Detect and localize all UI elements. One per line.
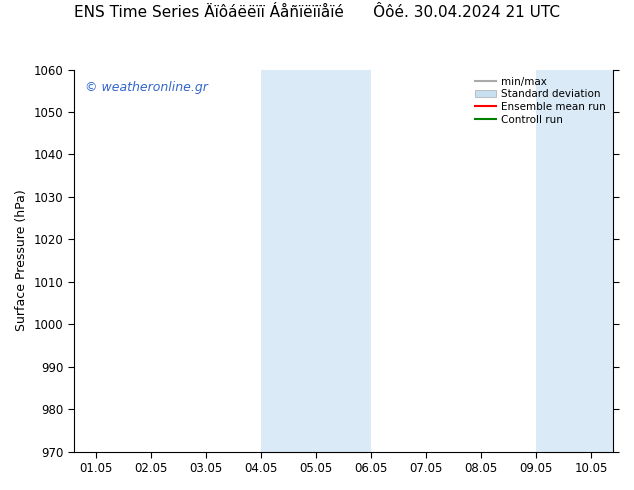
- Bar: [261, 70, 371, 452]
- Legend: min/max, Standard deviation, Ensemble mean run, Controll run: min/max, Standard deviation, Ensemble me…: [473, 75, 608, 127]
- Y-axis label: Surface Pressure (hPa): Surface Pressure (hPa): [15, 190, 28, 331]
- Text: © weatheronline.gr: © weatheronline.gr: [84, 81, 207, 94]
- Bar: [536, 70, 634, 452]
- Text: ENS Time Series Äïôáëëïï Áåñïëïïåïé      Ôôé. 30.04.2024 21 UTC: ENS Time Series Äïôáëëïï Áåñïëïïåïé Ôôé.…: [74, 5, 560, 20]
